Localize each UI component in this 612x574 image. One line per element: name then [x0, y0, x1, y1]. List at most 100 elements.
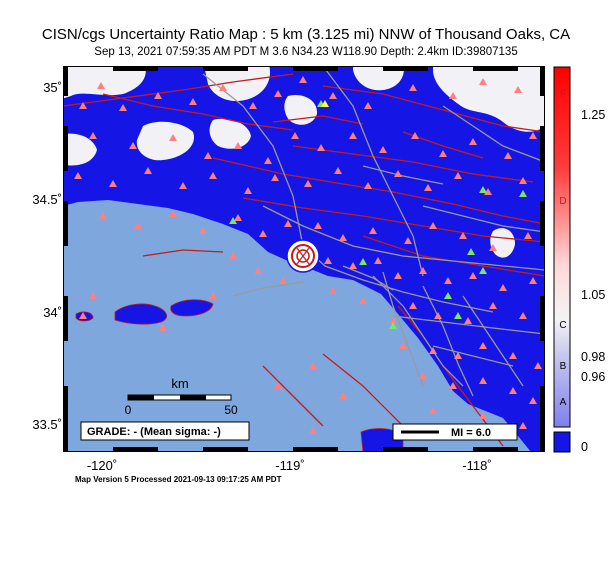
station-triangle [439, 150, 447, 157]
colorbar-value-0-98: 0.98 [581, 350, 606, 364]
station-triangle [204, 152, 212, 159]
mi-legend-text: MI = 6.0 [451, 427, 491, 439]
station-triangle [97, 82, 105, 89]
station-triangle [209, 172, 217, 179]
station-triangle [209, 292, 217, 299]
station-triangle [469, 272, 477, 279]
colorbar-value-0-96: 0.96 [581, 370, 606, 384]
station-triangle [409, 302, 417, 309]
station-triangle [324, 257, 332, 264]
station-triangle [514, 86, 522, 93]
station-triangle [349, 262, 357, 269]
station-triangle [169, 210, 177, 217]
station-triangle [374, 257, 382, 264]
station-triangle [134, 222, 142, 229]
station-triangle [129, 142, 137, 149]
station-triangle [429, 407, 437, 414]
station-triangle [314, 222, 322, 229]
station-triangle [317, 144, 325, 151]
station-triangle [519, 177, 527, 184]
station-triangle [99, 212, 107, 219]
map-title: CISN/cgs Uncertainty Ratio Map : 5 km (3… [41, 26, 571, 43]
station-triangle [309, 362, 317, 369]
station-triangle [394, 272, 402, 279]
lat-label-34-5: 34.5˚ [32, 192, 62, 207]
station-triangle [349, 132, 357, 139]
station-triangle [499, 284, 507, 291]
station-triangle [144, 167, 152, 174]
station-triangle [534, 362, 542, 369]
grade-label-b: B [559, 361, 567, 372]
station-triangle [329, 92, 337, 99]
colorbar-gradient [553, 66, 571, 428]
station-triangle [411, 132, 419, 139]
station-triangle [259, 230, 267, 237]
station-triangle [189, 98, 197, 105]
colorbar [553, 66, 571, 453]
scale-end: 50 [224, 403, 238, 417]
station-triangle [79, 312, 87, 319]
station-triangle [404, 237, 412, 244]
station-triangle [449, 92, 457, 99]
station-triangle [489, 302, 497, 309]
station-triangle [479, 78, 487, 85]
scale-start: 0 [125, 403, 132, 417]
station-triangle [389, 317, 397, 324]
station-markers [74, 76, 542, 434]
station-triangle [464, 317, 472, 324]
station-triangle [79, 102, 87, 109]
station-triangle [429, 222, 437, 229]
grade-label-f: F [559, 89, 567, 100]
station-triangle [199, 227, 207, 234]
mi-legend-box [392, 423, 518, 441]
station-triangle-green [479, 267, 487, 274]
station-triangle-green [454, 312, 462, 319]
station-triangle [449, 382, 457, 389]
station-triangle [334, 167, 342, 174]
station-triangle-green [359, 258, 367, 265]
station-triangle [234, 214, 242, 221]
station-triangle [479, 412, 487, 419]
grade-label-d: D [559, 196, 567, 207]
station-triangle [529, 397, 537, 404]
station-triangle [359, 297, 367, 304]
lat-label-33-5: 33.5˚ [32, 417, 62, 432]
station-triangle [89, 292, 97, 299]
grade-box [80, 421, 250, 441]
station-triangle [529, 277, 537, 284]
station-triangle [119, 104, 127, 111]
station-triangle [229, 252, 237, 259]
station-triangle [291, 132, 299, 139]
station-triangle-green [519, 190, 527, 197]
lon-label-119: -119˚ [275, 458, 305, 473]
station-triangle [274, 90, 282, 97]
station-triangle [244, 187, 252, 194]
colorbar-zero-swatch [553, 431, 571, 453]
station-triangle [469, 138, 477, 145]
station-triangle [394, 170, 402, 177]
station-triangle-yellow [321, 100, 329, 107]
station-triangle [271, 174, 279, 181]
station-triangle [234, 142, 242, 149]
station-triangle [454, 172, 462, 179]
station-triangle [369, 227, 377, 234]
station-triangle-green [467, 248, 475, 255]
station-triangle [284, 220, 292, 227]
station-triangle [434, 312, 442, 319]
station-triangle [179, 182, 187, 189]
colorbar-value-1-05: 1.05 [581, 288, 606, 302]
station-triangle [364, 182, 372, 189]
station-triangle [419, 372, 427, 379]
station-triangle-green [479, 186, 487, 193]
lon-label-120: -120˚ [86, 458, 118, 473]
map-version-footer: Map Version 5 Processed 2021-09-13 09:17… [75, 475, 282, 484]
station-triangle [529, 132, 537, 139]
station-triangle [379, 146, 387, 153]
station-triangle [419, 267, 427, 274]
station-triangle [109, 180, 117, 187]
station-triangle [444, 277, 452, 284]
grade-label-c: C [559, 320, 567, 331]
uncertainty-map: km 0 50 GRADE: - (Mean sigma: -) MI = 6.… [63, 66, 545, 452]
station-triangle-green [444, 292, 452, 299]
low-ratio-zones [63, 66, 545, 258]
